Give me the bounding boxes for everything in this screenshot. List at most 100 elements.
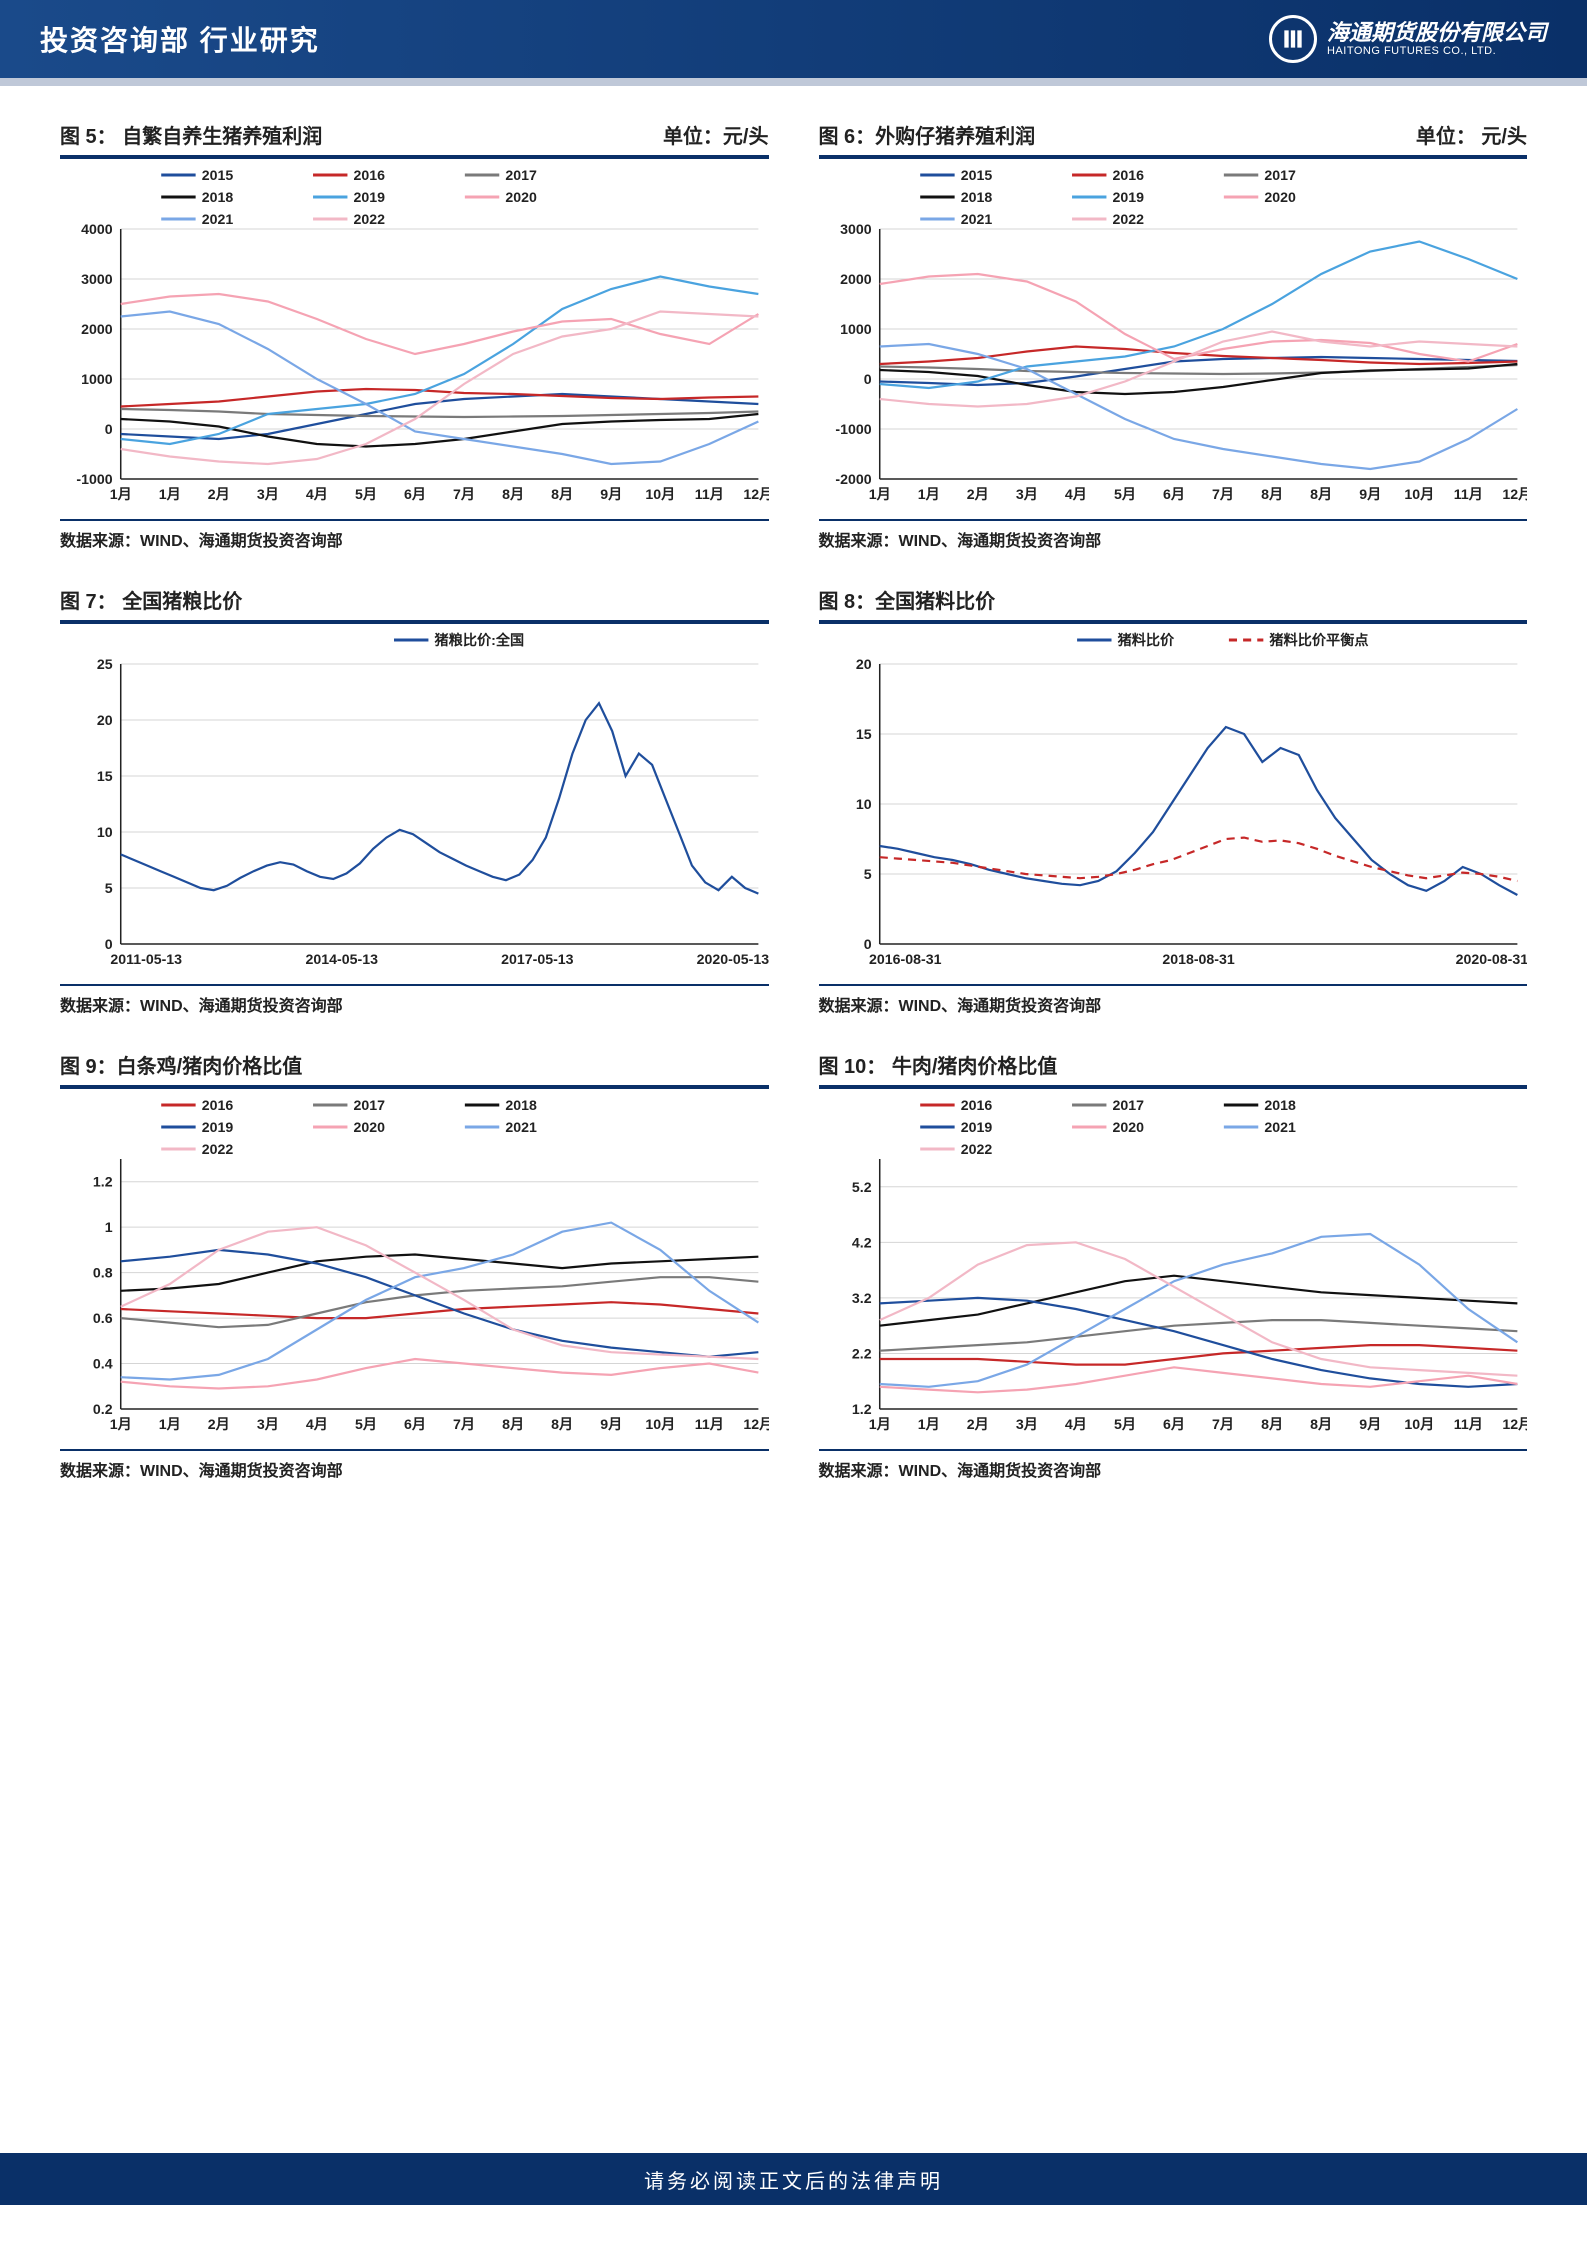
chart-title: 图 8：全国猪料比价 xyxy=(819,585,996,614)
svg-text:10月: 10月 xyxy=(645,486,675,502)
chart-title-row: 图 5： 自繁自养生猪养殖利润 单位：元/头 xyxy=(60,116,769,159)
svg-text:猪料比价: 猪料比价 xyxy=(1117,632,1175,648)
svg-text:2016: 2016 xyxy=(354,167,386,183)
svg-text:1月: 1月 xyxy=(110,486,132,502)
svg-text:4月: 4月 xyxy=(306,1416,328,1432)
chart-title: 图 5： 自繁自养生猪养殖利润 xyxy=(60,120,322,149)
svg-text:2017: 2017 xyxy=(505,167,537,183)
svg-text:1月: 1月 xyxy=(917,1416,939,1432)
svg-text:8月: 8月 xyxy=(551,486,573,502)
svg-text:0.4: 0.4 xyxy=(93,1356,113,1372)
svg-text:20: 20 xyxy=(97,712,113,728)
chart-title-row: 图 9：白条鸡/猪肉价格比值 xyxy=(60,1046,769,1089)
svg-text:2019: 2019 xyxy=(202,1119,234,1135)
svg-text:2015: 2015 xyxy=(202,167,234,183)
svg-text:5月: 5月 xyxy=(355,486,377,502)
svg-text:20: 20 xyxy=(855,656,871,672)
accent-strip xyxy=(0,78,1587,86)
chart-unit: 单位：元/头 xyxy=(663,120,769,149)
svg-text:2月: 2月 xyxy=(966,1416,988,1432)
chart-card-fig6: 图 6：外购仔猪养殖利润单位： 元/头-2000-100001000200030… xyxy=(819,116,1528,551)
svg-text:2020: 2020 xyxy=(505,189,537,205)
company-logo: 海通期货股份有限公司 HAITONG FUTURES CO., LTD. xyxy=(1269,15,1547,63)
svg-text:2018: 2018 xyxy=(1264,1097,1296,1113)
svg-text:3月: 3月 xyxy=(257,486,279,502)
svg-text:11月: 11月 xyxy=(695,486,724,502)
svg-text:9月: 9月 xyxy=(600,486,622,502)
svg-text:2018: 2018 xyxy=(202,189,234,205)
header-title: 投资咨询部 行业研究 xyxy=(40,19,320,59)
svg-text:3月: 3月 xyxy=(1015,486,1037,502)
svg-text:9月: 9月 xyxy=(1359,1416,1381,1432)
svg-text:0: 0 xyxy=(105,421,113,437)
svg-text:1.2: 1.2 xyxy=(93,1174,113,1190)
svg-text:6月: 6月 xyxy=(404,486,426,502)
svg-text:6月: 6月 xyxy=(1163,486,1185,502)
svg-text:2022: 2022 xyxy=(960,1141,992,1157)
svg-text:2016: 2016 xyxy=(1112,167,1144,183)
svg-text:12月: 12月 xyxy=(743,1416,768,1432)
svg-text:8月: 8月 xyxy=(1310,1416,1332,1432)
logo-text-en: HAITONG FUTURES CO., LTD. xyxy=(1327,45,1547,57)
svg-text:0.6: 0.6 xyxy=(93,1310,113,1326)
svg-text:-1000: -1000 xyxy=(76,471,112,487)
svg-text:5: 5 xyxy=(863,866,871,882)
svg-text:2021: 2021 xyxy=(960,211,992,227)
chart-unit: 单位： 元/头 xyxy=(1416,120,1527,149)
svg-text:7月: 7月 xyxy=(453,1416,475,1432)
chart-title-row: 图 8：全国猪料比价 xyxy=(819,581,1528,624)
svg-text:10月: 10月 xyxy=(645,1416,675,1432)
svg-text:0: 0 xyxy=(863,936,871,952)
svg-text:1: 1 xyxy=(105,1219,113,1235)
svg-text:2017-05-13: 2017-05-13 xyxy=(501,951,574,967)
svg-text:2011-05-13: 2011-05-13 xyxy=(110,951,182,967)
svg-text:8月: 8月 xyxy=(1261,486,1283,502)
svg-text:3.2: 3.2 xyxy=(851,1290,871,1306)
svg-text:2月: 2月 xyxy=(208,1416,230,1432)
svg-text:1月: 1月 xyxy=(868,1416,890,1432)
svg-text:7月: 7月 xyxy=(453,486,475,502)
svg-text:2015: 2015 xyxy=(960,167,992,183)
svg-text:2019: 2019 xyxy=(960,1119,992,1135)
svg-text:10: 10 xyxy=(97,824,113,840)
svg-text:2月: 2月 xyxy=(208,486,230,502)
svg-text:2020: 2020 xyxy=(354,1119,386,1135)
chart-source: 数据来源：WIND、海通期货投资咨询部 xyxy=(60,1449,769,1481)
chart-title: 图 6：外购仔猪养殖利润 xyxy=(819,120,1036,149)
svg-text:2017: 2017 xyxy=(1264,167,1296,183)
chart-title-row: 图 6：外购仔猪养殖利润 单位： 元/头 xyxy=(819,116,1528,159)
svg-text:3000: 3000 xyxy=(840,221,872,237)
svg-text:8月: 8月 xyxy=(551,1416,573,1432)
svg-text:2022: 2022 xyxy=(202,1141,234,1157)
svg-text:2019: 2019 xyxy=(354,189,386,205)
svg-text:1月: 1月 xyxy=(868,486,890,502)
svg-text:2017: 2017 xyxy=(1112,1097,1144,1113)
chart-title-row: 图 7： 全国猪粮比价 xyxy=(60,581,769,624)
chart-card-fig7: 图 7： 全国猪粮比价05101520252011-05-132014-05-1… xyxy=(60,581,769,1016)
svg-text:2021: 2021 xyxy=(505,1119,537,1135)
chart-card-fig10: 图 10： 牛肉/猪肉价格比值1.22.23.24.25.21月1月2月3月4月… xyxy=(819,1046,1528,1481)
svg-text:7月: 7月 xyxy=(1212,1416,1234,1432)
svg-text:2020-05-13: 2020-05-13 xyxy=(697,951,769,967)
svg-text:2022: 2022 xyxy=(1112,211,1144,227)
svg-text:2000: 2000 xyxy=(840,271,872,287)
chart-title: 图 7： 全国猪粮比价 xyxy=(60,585,242,614)
footer-disclaimer: 请务必阅读正文后的法律声明 xyxy=(644,2165,943,2194)
svg-text:2016: 2016 xyxy=(202,1097,234,1113)
svg-text:2019: 2019 xyxy=(1112,189,1144,205)
svg-text:11月: 11月 xyxy=(1453,486,1482,502)
svg-text:2021: 2021 xyxy=(202,211,234,227)
svg-text:1月: 1月 xyxy=(110,1416,132,1432)
svg-text:0.8: 0.8 xyxy=(93,1265,113,1281)
svg-text:5: 5 xyxy=(105,880,113,896)
svg-text:2020: 2020 xyxy=(1264,189,1296,205)
svg-text:猪粮比价:全国: 猪粮比价:全国 xyxy=(434,632,524,648)
svg-text:猪料比价平衡点: 猪料比价平衡点 xyxy=(1269,632,1368,648)
svg-text:12月: 12月 xyxy=(1502,1416,1527,1432)
chart-plot: 051015202016-08-312018-08-312020-08-31猪料… xyxy=(819,624,1528,984)
svg-text:2020-08-31: 2020-08-31 xyxy=(1455,951,1527,967)
svg-text:12月: 12月 xyxy=(743,486,768,502)
svg-text:1月: 1月 xyxy=(159,486,181,502)
svg-text:9月: 9月 xyxy=(600,1416,622,1432)
svg-text:5月: 5月 xyxy=(1113,486,1135,502)
